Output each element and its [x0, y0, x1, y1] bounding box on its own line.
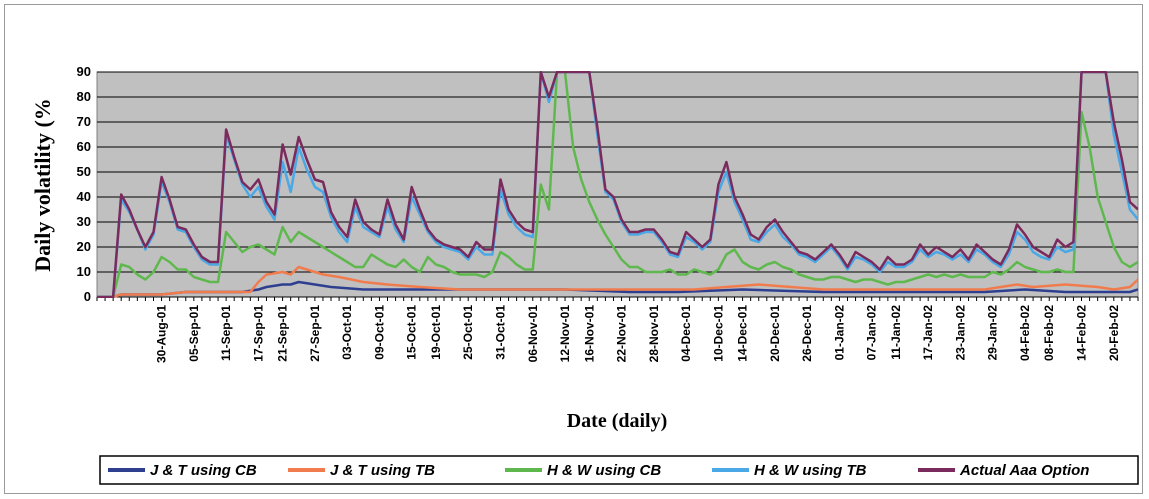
- x-tick-label: 17-Sep-01: [251, 305, 265, 362]
- series-line-4: [97, 71, 1138, 298]
- legend-label-3: H & W using TB: [754, 462, 867, 479]
- x-tick-label: 20-Feb-02: [1107, 305, 1121, 361]
- x-tick-label: 23-Jan-02: [953, 305, 967, 361]
- x-tick-label: 21-Sep-01: [276, 305, 290, 362]
- x-tick-label: 31-Oct-01: [493, 305, 507, 360]
- y-axis-label: Daily volatility (%: [30, 98, 55, 272]
- x-tick-label: 05-Sep-01: [187, 305, 201, 362]
- legend-label-2: H & W using CB: [547, 462, 661, 479]
- x-tick-label: 20-Dec-01: [768, 305, 782, 362]
- y-tick-label: 30: [77, 214, 91, 229]
- gridlines: [97, 71, 1138, 298]
- y-tick-label: 50: [77, 164, 91, 179]
- x-tick-label: 25-Oct-01: [461, 305, 475, 360]
- y-axis-ticks: 0 10 20 30 40 50 60 70 80 90: [77, 64, 91, 304]
- legend-box: [99, 455, 1139, 485]
- y-tick-label: 70: [77, 114, 91, 129]
- y-tick-label: 80: [77, 89, 91, 104]
- x-tick-label: 04-Feb-02: [1018, 305, 1032, 361]
- y-tick-label: 0: [84, 289, 91, 304]
- x-tick-label: 14-Dec-01: [736, 305, 750, 362]
- legend-label-0: J & T using CB: [150, 462, 257, 479]
- x-tick-label: 28-Nov-01: [647, 305, 661, 363]
- x-tick-label: 16-Nov-01: [582, 305, 596, 363]
- x-tick-label: 22-Nov-01: [615, 305, 629, 363]
- legend-label-1: J & T using TB: [330, 462, 435, 479]
- x-tick-label: 11-Jan-02: [889, 305, 903, 360]
- y-tick-label: 90: [77, 64, 91, 79]
- x-tick-label: 27-Sep-01: [308, 305, 322, 362]
- x-tick-label: 11-Sep-01: [219, 305, 233, 361]
- x-tick-label: 07-Jan-02: [865, 305, 879, 361]
- x-axis-ticks: 30-Aug-01 05-Sep-01 11-Sep-01 17-Sep-01 21-S…: [96, 297, 1139, 363]
- legend-label-4: Actual Aaa Option: [959, 462, 1089, 479]
- y-tick-label: 40: [77, 189, 91, 204]
- x-tick-label: 10-Dec-01: [711, 305, 725, 362]
- chart-frame: 0 10 20 30 40 50 60 70 80 90 30-Aug-01 05-Sep-01 11…: [4, 4, 1143, 494]
- x-axis-label: Date (daily): [567, 410, 668, 432]
- series-line-2: [97, 71, 1138, 298]
- x-tick-label: 17-Jan-02: [921, 305, 935, 361]
- series-line-1: [97, 265, 1138, 298]
- x-tick-label: 08-Feb-02: [1042, 305, 1056, 361]
- x-tick-label: 30-Aug-01: [155, 305, 169, 363]
- x-tick-label: 26-Dec-01: [800, 305, 814, 362]
- series-lines: [97, 71, 1138, 298]
- y-tick-label: 10: [77, 264, 91, 279]
- x-tick-label: 19-Oct-01: [429, 305, 443, 360]
- chart-svg: 0 10 20 30 40 50 60 70 80 90 30-Aug-01 05-Sep-01 11…: [30, 64, 1139, 485]
- x-tick-label: 12-Nov-01: [558, 305, 572, 363]
- x-tick-label: 15-Oct-01: [405, 305, 419, 360]
- x-tick-label: 14-Feb-02: [1075, 305, 1089, 361]
- y-tick-label: 20: [77, 239, 91, 254]
- x-tick-label: 01-Jan-02: [832, 305, 846, 361]
- x-tick-label: 04-Dec-01: [679, 305, 693, 362]
- x-tick-label: 06-Nov-01: [526, 305, 540, 363]
- x-tick-label: 09-Oct-01: [372, 305, 386, 360]
- x-tick-label: 29-Jan-02: [986, 305, 1000, 361]
- x-tick-label: 03-Oct-01: [340, 305, 354, 360]
- y-tick-label: 60: [77, 139, 91, 154]
- legend: J & T using CB J & T using TB H & W using …: [99, 455, 1139, 485]
